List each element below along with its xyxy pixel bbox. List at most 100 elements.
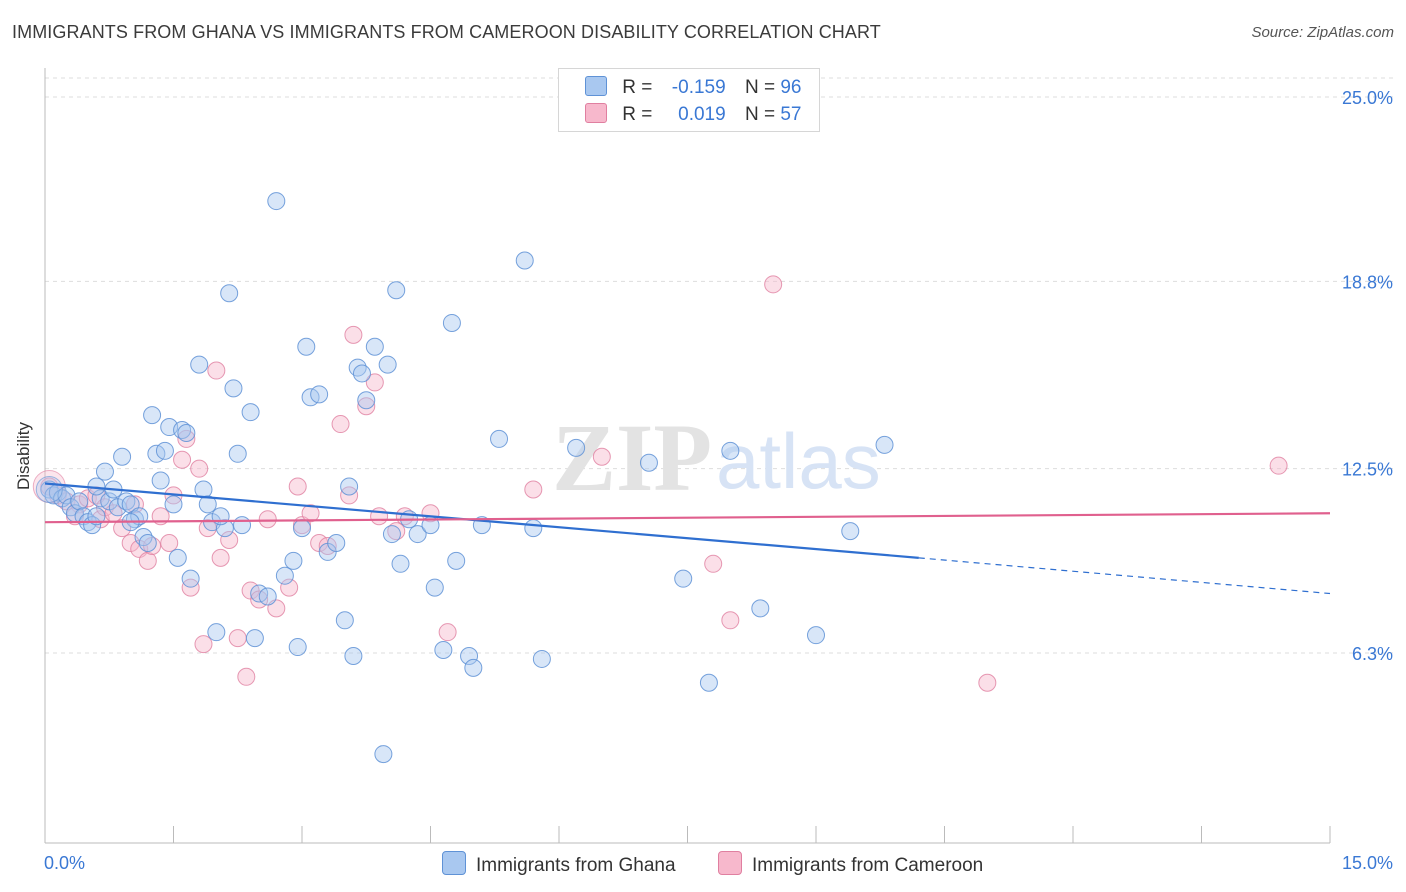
ghana-point [434,641,453,660]
cameroon-point [357,397,376,416]
cameroon-point [220,531,239,550]
ghana-point [288,638,307,657]
ghana-point [267,192,286,211]
cameroon-point [370,507,389,526]
watermark-atlas: atlas [716,417,881,505]
ghana-point [490,429,509,448]
ghana-point [228,444,247,463]
ghana-point [293,519,311,538]
ghana-point [198,495,217,514]
ghana-point [357,391,376,410]
cameroon-n-value: 57 [780,104,802,125]
cameroon-point [704,554,723,573]
cameroon-swatch [585,103,607,123]
cameroon-point [258,510,277,529]
y-tick-label: 18.8% [1342,272,1393,292]
cameroon-point [228,629,247,648]
ghana-point [143,406,162,425]
ghana-point [382,525,401,544]
cameroon-point [160,533,179,552]
watermark-zip: ZIP [552,404,712,511]
ghana-point [297,337,316,356]
cameroon-point [592,447,611,466]
ghana-point [335,611,354,630]
correlation-legend: R = -0.159 N = 96 R = 0.019 N = 57 [558,68,820,132]
tick-labels: 6.3% 12.5% 18.8% 25.0% 0.0% 15.0% [44,88,1393,873]
axes [44,68,1331,844]
ghana-point [442,313,461,332]
ghana-point [155,441,174,460]
cameroon-point [173,450,192,469]
cameroon-point [237,667,256,686]
chart-title: IMMIGRANTS FROM GHANA VS IMMIGRANTS FROM… [12,22,881,42]
ghana-point [515,251,534,270]
ghana-point [168,548,187,567]
cameroon-point [1269,456,1288,475]
cameroon-point [331,415,350,434]
x-tick-label: 15.0% [1342,853,1393,873]
cameroon-point [138,551,157,570]
cameroon-n-label: N = [744,104,776,125]
ghana-n-value: 96 [780,77,802,98]
ghana-point [138,533,157,552]
ghana-point [224,379,243,398]
cameroon-point [207,361,226,380]
ghana-point [207,623,226,642]
ghana-point [164,495,183,514]
ghana-point [365,337,384,356]
ghana-point [807,626,825,645]
ghana-n-label: N = [744,77,776,98]
ghana-point [241,403,260,422]
ghana-point [327,533,346,552]
ghana-point [524,519,543,538]
ghana-point [258,587,277,606]
y-tick-label: 12.5% [1342,460,1393,480]
cameroon-point [288,477,307,496]
ghana-r-label: R = [622,77,653,98]
cameroon-r-label: R = [622,104,653,125]
ghana-points [35,192,894,764]
ghana-point [567,438,586,457]
cameroon-point [280,578,299,597]
ghana-point [751,599,770,618]
watermark: ZIP atlas [552,404,881,511]
ghana-point [425,578,444,597]
ghana-point [875,435,894,454]
ghana-point [70,492,89,511]
ghana-point [674,569,693,588]
cameroon-point [190,459,209,478]
ghana-point [87,507,106,526]
ghana-point [245,629,264,648]
ghana-point [464,658,483,677]
ghana-point [190,355,209,374]
ghana-point [310,385,329,404]
bottom-legend-cameroon: Immigrants from Cameroon [718,851,983,877]
ghana-point [95,462,114,481]
cameroon-point [211,548,230,567]
cameroon-point [978,673,997,692]
ghana-point [177,423,196,442]
y-tick-label: 6.3% [1352,644,1393,664]
ghana-point [532,649,551,668]
cameroon-legend-swatch [718,851,742,875]
ghana-point [352,364,371,383]
ghana-point [699,673,718,692]
source-label: Source: ZipAtlas.com [1251,24,1394,41]
ghana-point [378,355,397,374]
ghana-point [340,477,359,496]
trend-lines [44,482,1331,595]
cameroon-point [177,429,196,448]
ghana-point [841,522,860,541]
ghana-r-value: -0.159 [671,77,726,98]
ghana-point [151,471,170,490]
cameroon-point [438,623,457,642]
ghana-point [391,554,410,573]
bottom-legend-ghana: Immigrants from Ghana [442,851,676,877]
cameroon-point [764,275,783,294]
ghana-trend-extension [918,557,1331,595]
ghana-point [233,516,252,535]
ghana-point [408,525,427,544]
ghana-point [344,646,363,665]
ghana-point [275,566,294,585]
